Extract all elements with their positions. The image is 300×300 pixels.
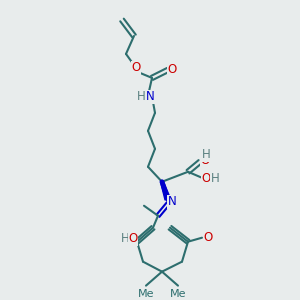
Text: O: O bbox=[201, 172, 211, 185]
Text: N: N bbox=[168, 195, 176, 208]
Text: Me: Me bbox=[138, 289, 154, 298]
Text: O: O bbox=[131, 61, 141, 74]
Text: H: H bbox=[136, 90, 146, 104]
Text: H: H bbox=[121, 232, 129, 245]
Text: O: O bbox=[200, 154, 210, 167]
Polygon shape bbox=[160, 182, 171, 200]
Text: H: H bbox=[202, 148, 210, 161]
Text: H: H bbox=[211, 172, 219, 185]
Text: O: O bbox=[128, 232, 138, 245]
Text: Me: Me bbox=[170, 289, 186, 298]
Text: O: O bbox=[167, 63, 177, 76]
Text: N: N bbox=[146, 90, 154, 104]
Text: O: O bbox=[203, 231, 213, 244]
